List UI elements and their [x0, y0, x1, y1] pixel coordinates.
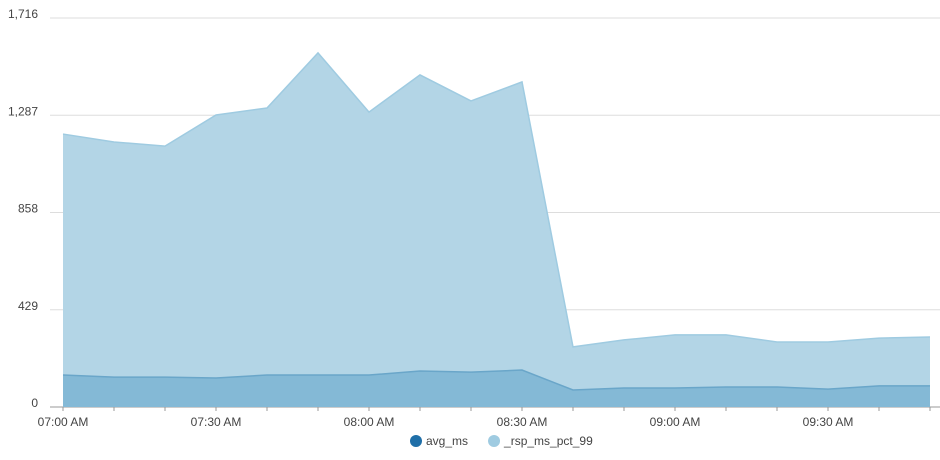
y-tick-label: 0: [31, 396, 38, 410]
x-tick-label: 09:00 AM: [650, 415, 701, 429]
y-tick-label: 429: [18, 299, 38, 313]
area: [63, 52, 930, 408]
y-tick-label: 1,716: [8, 7, 38, 21]
x-tick-label: 07:00 AM: [38, 415, 89, 429]
area: [63, 370, 930, 407]
y-tick-label: 858: [18, 202, 38, 216]
x-tick-label: 08:30 AM: [497, 415, 548, 429]
legend-label[interactable]: _rsp_ms_pct_99: [503, 434, 593, 448]
area-line: [62, 51, 931, 348]
x-tick-label: 07:30 AM: [191, 415, 242, 429]
x-tick-label: 08:00 AM: [344, 415, 395, 429]
legend-marker[interactable]: [410, 435, 422, 447]
legend-label[interactable]: avg_ms: [426, 434, 468, 448]
legend-marker[interactable]: [488, 435, 501, 447]
y-tick-label: 1,287: [8, 104, 38, 118]
area-line: [62, 369, 930, 391]
x-tick-label: 09:30 AM: [803, 415, 854, 429]
